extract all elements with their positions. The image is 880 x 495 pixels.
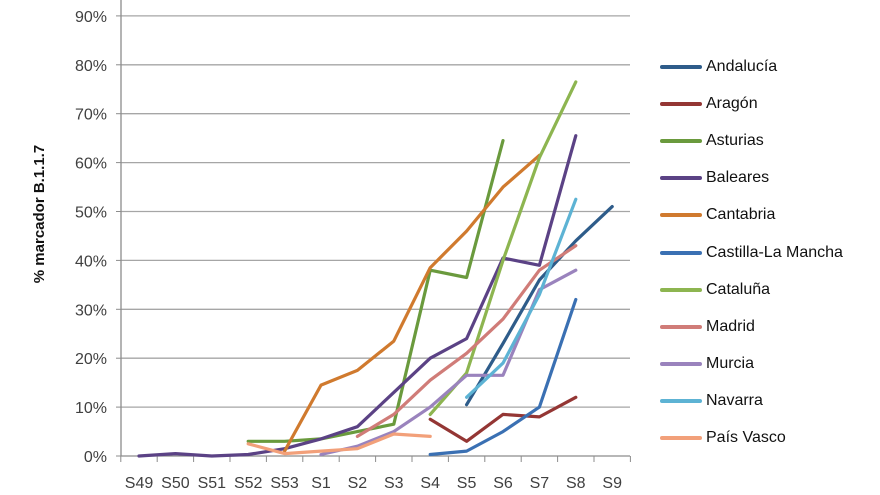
y-tick-label: 60% <box>75 156 107 173</box>
y-tick-label: 10% <box>75 400 107 417</box>
legend-item: Madrid <box>660 308 843 345</box>
x-tick-label: S1 <box>311 475 331 492</box>
series-line-cantabria <box>283 153 542 453</box>
legend-item: Baleares <box>660 160 843 197</box>
legend: Andalucía Aragón Asturias Baleares Cantabria… <box>660 48 843 457</box>
x-axis-ticks: S49 S50 S51 S52 S53 S1 S2 S3 S4 S5 S6 S7 S8 S9 <box>120 456 631 492</box>
x-tick-label: S9 <box>602 475 622 492</box>
series-line-arag-n <box>428 395 578 443</box>
legend-swatch <box>660 287 702 292</box>
legend-item: País Vasco <box>660 420 843 457</box>
series-lines <box>137 80 614 458</box>
legend-swatch <box>660 213 702 218</box>
legend-item: Cantabria <box>660 197 843 234</box>
series-line-baleares <box>137 134 578 458</box>
x-tick-label: S4 <box>420 475 440 492</box>
legend-swatch <box>660 399 702 404</box>
legend-swatch <box>660 436 702 441</box>
legend-swatch <box>660 362 702 367</box>
legend-item: Asturias <box>660 122 843 159</box>
series-line-navarra <box>465 197 578 399</box>
x-tick-label: S5 <box>457 475 477 492</box>
legend-item: Aragón <box>660 85 843 122</box>
legend-label: Murcia <box>706 355 755 373</box>
legend-label: Cataluña <box>706 280 771 298</box>
x-tick-label: S52 <box>234 475 263 492</box>
legend-label: Cantabria <box>706 206 776 224</box>
x-tick-label: S7 <box>530 475 550 492</box>
legend-label: Andalucía <box>706 57 778 75</box>
y-tick-label: 80% <box>75 58 107 75</box>
legend-swatch <box>660 176 702 181</box>
legend-label: Aragón <box>706 94 758 112</box>
legend-item: Navarra <box>660 383 843 420</box>
x-tick-label: S3 <box>384 475 404 492</box>
legend-swatch <box>660 138 702 143</box>
legend-swatch <box>660 324 702 329</box>
legend-swatch <box>660 101 702 106</box>
y-tick-label: 30% <box>75 302 107 319</box>
legend-label: Navarra <box>706 392 763 410</box>
legend-item: Castilla-La Mancha <box>660 234 843 271</box>
y-tick-label: 70% <box>75 107 107 124</box>
x-tick-label: S49 <box>125 475 154 492</box>
axes <box>120 0 630 457</box>
series-line-madrid <box>355 244 578 438</box>
x-tick-label: S51 <box>198 475 227 492</box>
legend-label: Madrid <box>706 317 755 335</box>
x-tick-label: S6 <box>493 475 513 492</box>
y-tick-label: 90% <box>75 9 107 26</box>
series-line-asturias <box>246 139 505 443</box>
legend-label: País Vasco <box>706 429 786 447</box>
series-line-andaluc-a <box>465 205 614 407</box>
y-tick-label: 20% <box>75 351 107 368</box>
gridlines <box>121 15 630 408</box>
series-line-pa-s-vasco <box>246 432 432 456</box>
x-tick-label: S8 <box>566 475 586 492</box>
y-tick-label: 0% <box>84 449 107 466</box>
legend-swatch <box>660 250 702 255</box>
legend-item: Andalucía <box>660 48 843 85</box>
x-tick-label: S2 <box>348 475 368 492</box>
legend-item: Murcia <box>660 346 843 383</box>
legend-item: Cataluña <box>660 271 843 308</box>
series-line-castilla-la-mancha <box>428 297 578 457</box>
legend-swatch <box>660 64 702 69</box>
x-tick-label: S53 <box>270 475 299 492</box>
legend-label: Castilla-La Mancha <box>706 243 843 261</box>
y-tick-label: 50% <box>75 205 107 222</box>
legend-label: Asturias <box>706 131 764 149</box>
x-tick-label: S50 <box>161 475 190 492</box>
y-axis-label: % marcador B.1.1.7 <box>31 145 48 283</box>
y-tick-label: 40% <box>75 253 107 270</box>
legend-label: Baleares <box>706 169 770 187</box>
y-axis-ticks: 0% 10% 20% 30% 40% 50% 60% 70% 80% 90% <box>75 9 121 466</box>
